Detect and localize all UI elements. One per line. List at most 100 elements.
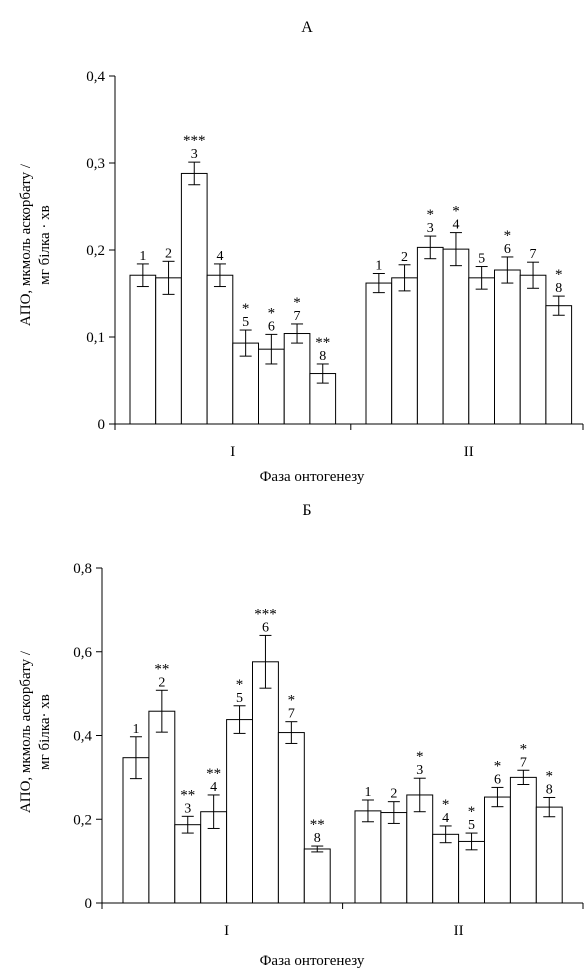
panel-a-bar-number: 2: [401, 250, 408, 265]
panel-a-bar: [442, 248, 470, 425]
panel-a-bar-number: 4: [452, 218, 459, 233]
panel-a-significance-mark: *: [504, 228, 512, 244]
panel-a-bar: [283, 333, 311, 425]
panel-a-significance-mark: *: [268, 305, 276, 321]
panel-b-bar-number: 2: [390, 787, 397, 802]
panel-b-y-label-line-1: АПО, мкмоль аскорбату /: [18, 650, 34, 813]
panel-b-bar: [174, 824, 202, 904]
panel-a-bar-number: 6: [504, 242, 511, 257]
panel-b-y-tick-label: 0: [85, 896, 93, 912]
panel-b-x-axis-label: Фаза онтогенезу: [260, 953, 365, 969]
panel-a-y-tick-label: 0,4: [86, 69, 105, 85]
panel-a-bar: [468, 277, 495, 425]
panel-b-bar: [354, 810, 382, 904]
panel-a-bar-number: 4: [216, 249, 223, 264]
panel-a-y-axis-label: АПО, мкмоль аскорбату / мг білка · хв: [18, 163, 53, 326]
panel-b-bar-number: 5: [468, 818, 475, 833]
panel-a-title: А: [301, 19, 313, 36]
panel-a-y-tick-label: 0: [98, 417, 106, 433]
panel-a-x-axis-label: Фаза онтогенезу: [260, 469, 365, 485]
panel-a-significance-mark: *: [555, 267, 563, 283]
panel-b-bar-number: 8: [314, 831, 321, 846]
panel-a-bar: [155, 277, 182, 425]
panel-a-y-label-line-2: мг білка · хв: [37, 205, 53, 284]
panel-b-bar: [303, 848, 331, 904]
panel-b-significance-mark: **: [206, 766, 221, 782]
panel-a-bar-number: 5: [242, 315, 249, 330]
panel-b-significance-mark: **: [154, 661, 169, 677]
panel-b-bar: [148, 710, 176, 904]
panel-a-bar-number: 5: [478, 252, 485, 267]
panel-b-significance-mark: **: [310, 817, 325, 833]
panel-b-bar-number: 4: [442, 811, 449, 826]
panel-a-bar-number: 2: [165, 246, 172, 261]
panel-b-y-tick-label: 0,8: [73, 561, 92, 577]
panel-b-significance-mark: **: [180, 787, 195, 803]
panel-b-bar: [484, 796, 511, 904]
panel-b-bar-number: 7: [520, 755, 527, 770]
panel-b-y-axis-label: АПО, мкмоль аскорбату / мг білка· хв: [18, 650, 53, 813]
panel-a-bar: [206, 274, 234, 425]
panel-b-bar: [432, 833, 460, 904]
panel-b-bar: [535, 806, 563, 904]
panel-b-y-label-line-2: мг білка· хв: [37, 694, 53, 770]
panel-a-y-tick-label: 0,3: [86, 156, 105, 172]
panel-b-group-label: I: [224, 923, 229, 939]
panel-a-significance-mark: *: [293, 295, 301, 311]
panel-a-bar-number: 6: [268, 319, 275, 334]
panel-b-bar: [252, 661, 279, 904]
panel-b-significance-mark: ***: [254, 606, 277, 622]
panel-b-bar-number: 6: [262, 620, 269, 635]
panel-a-significance-mark: **: [315, 335, 330, 351]
panel-a-bar-number: 3: [191, 147, 198, 162]
panel-b-bar-number: 1: [132, 722, 139, 737]
panel-b-bar: [226, 719, 254, 904]
panel-a-bar: [494, 269, 521, 425]
panel-b-bar-number: 4: [210, 780, 217, 795]
panel-a-bar-number: 7: [294, 309, 301, 324]
panel-a-significance-mark: ***: [183, 133, 206, 149]
panel-b-significance-mark: *: [288, 693, 296, 709]
panel-b-significance-mark: *: [236, 677, 244, 693]
panel-b-significance-mark: *: [442, 797, 450, 813]
panel-b-y-tick-label: 0,6: [73, 645, 92, 661]
panel-b-bar: [380, 812, 408, 904]
panel-a-bar: [416, 246, 444, 425]
panel-a-significance-mark: *: [242, 301, 250, 317]
panel-a-bar: [365, 282, 393, 425]
panel-a-bar-number: 1: [375, 258, 382, 273]
panel-b-significance-mark: *: [546, 768, 554, 784]
panel-b-bar: [122, 757, 150, 904]
panel-a-y-label-line-1: АПО, мкмоль аскорбату /: [18, 163, 34, 326]
panel-b-y-tick-label: 0,4: [73, 729, 92, 745]
panel-a-bar: [545, 305, 573, 425]
panel-b-y-tick-label: 0,2: [73, 812, 92, 828]
panel-b-bar-number: 7: [288, 707, 295, 722]
panel-a-group-label: I: [230, 444, 235, 460]
panel-a-y-tick-label: 0,2: [86, 243, 105, 259]
panel-b-bar-number: 5: [236, 691, 243, 706]
panel-b-bar-number: 3: [184, 801, 191, 816]
panel-a-bar-number: 3: [427, 221, 434, 236]
panel-b-bar-number: 6: [494, 772, 501, 787]
panel-b-bar: [509, 776, 537, 904]
panel-a-bar: [519, 274, 547, 425]
panel-b-bar-number: 1: [364, 785, 371, 800]
panel-b-bar-number: 2: [158, 675, 165, 690]
panel-a-bar: [180, 172, 208, 425]
panel-b-significance-mark: *: [520, 741, 528, 757]
panel-b-bar-number: 8: [546, 782, 553, 797]
panel-b-group-label: II: [454, 923, 464, 939]
panel-b: Б АПО, мкмоль аскорбату / мг білка· хв Ф…: [18, 502, 584, 969]
panel-b-bar: [277, 732, 305, 904]
panel-a-bar-number: 8: [319, 349, 326, 364]
panel-a-significance-mark: *: [452, 204, 460, 220]
panel-a: А АПО, мкмоль аскорбату / мг білка · хв …: [18, 19, 584, 485]
panel-a-bar: [129, 274, 157, 425]
panel-b-bar: [458, 840, 486, 904]
panel-a-significance-mark: *: [427, 207, 435, 223]
panel-b-bar-number: 3: [416, 763, 423, 778]
panel-a-bar: [391, 277, 418, 425]
